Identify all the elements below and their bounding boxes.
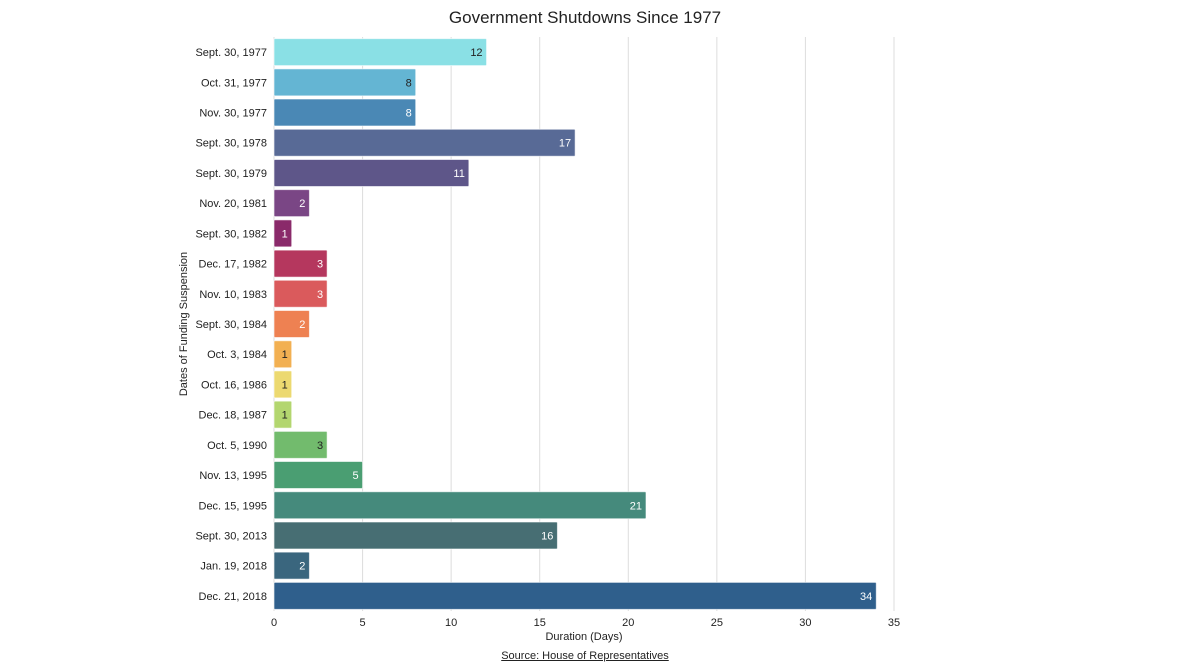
bar <box>273 68 417 97</box>
bar-value-label: 2 <box>299 198 305 210</box>
y-tick-label: Oct. 5, 1990 <box>207 440 267 452</box>
bar <box>273 98 417 127</box>
bar-value-label: 8 <box>406 77 412 89</box>
bar <box>273 340 293 369</box>
bar <box>273 249 328 278</box>
source-link[interactable]: Source: House of Representatives <box>501 650 669 662</box>
bar <box>273 551 310 580</box>
bar <box>273 461 364 490</box>
chart-title: Government Shutdowns Since 1977 <box>448 8 722 27</box>
bar <box>273 430 328 459</box>
y-tick-label: Oct. 3, 1984 <box>207 349 267 361</box>
bar-value-label: 3 <box>317 440 323 452</box>
bar-value-label: 1 <box>282 349 288 361</box>
y-tick-label: Oct. 16, 1986 <box>201 379 267 391</box>
y-tick-label: Nov. 10, 1983 <box>199 289 267 301</box>
y-tick-label: Sept. 30, 2013 <box>195 530 267 542</box>
bar <box>273 219 293 248</box>
bar-value-label: 3 <box>317 289 323 301</box>
y-tick-label: Dec. 15, 1995 <box>199 500 268 512</box>
y-tick-label: Sept. 30, 1979 <box>195 168 267 180</box>
y-tick-labels: Sept. 30, 1977 Oct. 31, 1977 Nov. 30, 1977… <box>195 47 267 603</box>
bar <box>273 38 488 67</box>
y-tick-label: Dec. 17, 1982 <box>199 259 268 271</box>
y-tick-label: Nov. 20, 1981 <box>199 198 267 210</box>
y-axis-label: Dates of Funding Suspension <box>178 252 190 396</box>
bar-value-label: 17 <box>559 138 571 150</box>
bar <box>273 310 310 338</box>
bar-value-label: 3 <box>317 259 323 271</box>
bar <box>273 521 558 550</box>
bar <box>273 279 328 308</box>
x-tick-label: 25 <box>711 617 723 629</box>
x-tick-label: 0 <box>271 617 277 629</box>
bar-value-label: 1 <box>282 379 288 391</box>
bar-value-label: 8 <box>406 108 412 120</box>
x-axis-label: Duration (Days) <box>545 631 622 643</box>
x-tick-labels: 0 5 10 15 20 25 30 35 <box>271 617 900 629</box>
y-tick-label: Nov. 13, 1995 <box>199 470 267 482</box>
y-tick-label: Sept. 30, 1982 <box>195 228 267 240</box>
bar-value-label: 2 <box>299 561 305 573</box>
x-tick-label: 15 <box>534 617 546 629</box>
bar <box>273 581 877 610</box>
bar-value-label: 5 <box>352 470 358 482</box>
bar-value-label: 34 <box>860 591 872 603</box>
y-tick-label: Sept. 30, 1984 <box>195 319 267 331</box>
bar-value-label: 16 <box>541 530 553 542</box>
x-tick-label: 20 <box>622 617 634 629</box>
x-tick-label: 30 <box>799 617 811 629</box>
bar-value-label: 2 <box>299 319 305 331</box>
bar-value-label: 1 <box>282 228 288 240</box>
bar <box>273 158 470 187</box>
bar <box>273 491 647 520</box>
bar-value-label: 12 <box>470 47 482 59</box>
bar <box>273 128 576 157</box>
bar-value-label: 21 <box>630 500 642 512</box>
y-tick-label: Jan. 19, 2018 <box>200 561 267 573</box>
y-tick-label: Dec. 21, 2018 <box>199 591 268 603</box>
y-tick-label: Oct. 31, 1977 <box>201 77 267 89</box>
y-tick-label: Nov. 30, 1977 <box>199 108 267 120</box>
bar <box>273 400 293 429</box>
bar-value-label: 1 <box>282 410 288 422</box>
x-tick-label: 10 <box>445 617 457 629</box>
bar-value-label: 11 <box>453 168 464 180</box>
x-tick-label: 5 <box>360 617 366 629</box>
x-tick-label: 35 <box>888 617 900 629</box>
bar <box>273 370 293 399</box>
y-tick-label: Dec. 18, 1987 <box>199 410 268 422</box>
y-tick-label: Sept. 30, 1977 <box>195 47 267 59</box>
bar <box>273 189 310 218</box>
y-tick-label: Sept. 30, 1978 <box>195 138 267 150</box>
